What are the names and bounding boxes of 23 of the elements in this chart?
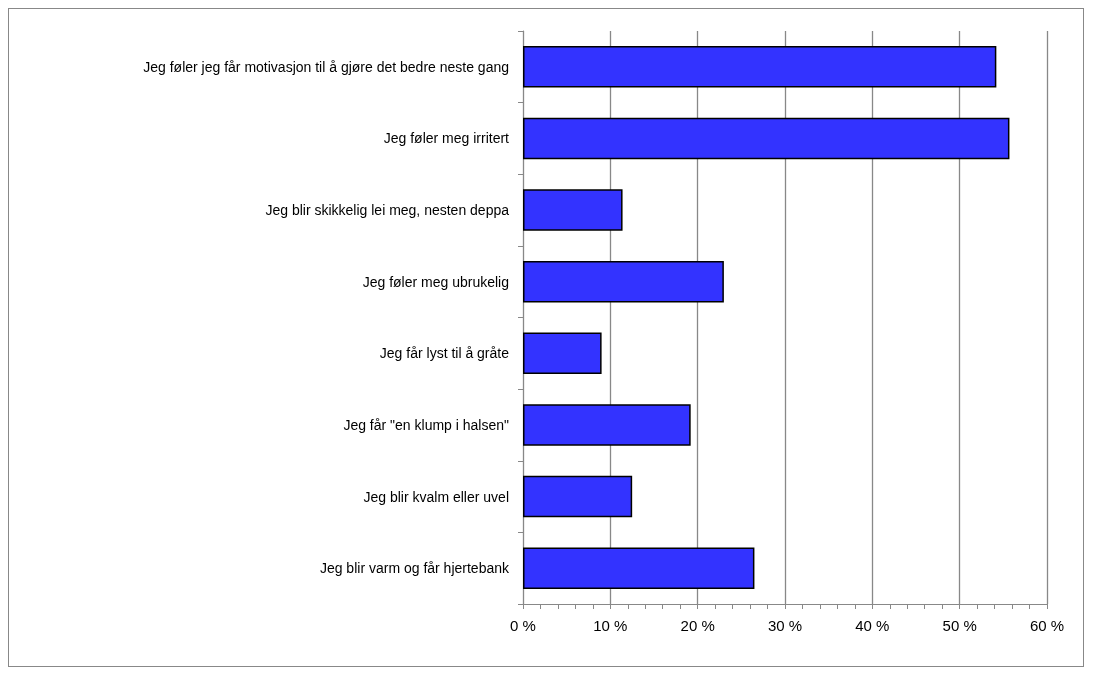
- bar: [523, 475, 633, 518]
- bar: [523, 404, 691, 446]
- x-tick-label: 10 %: [593, 617, 628, 634]
- bar: [523, 46, 997, 88]
- bar: [523, 117, 1010, 160]
- bar: [523, 189, 623, 231]
- y-tick-label: Jeg føler meg ubrukelig: [362, 273, 509, 290]
- y-tick-label: Jeg blir varm og får hjertebank: [319, 560, 510, 577]
- bar: [523, 260, 724, 303]
- y-tick-label: Jeg føler jeg får motivasjon til å gjøre det bedre neste gang: [143, 58, 509, 75]
- x-tick-label: 20 %: [680, 617, 715, 634]
- y-tick-label: Jeg får lyst til å gråte: [379, 345, 510, 362]
- bar: [523, 332, 602, 375]
- x-tick-label: 0 %: [510, 617, 536, 634]
- y-tick-label: Jeg blir kvalm eller uvel: [363, 488, 509, 505]
- x-tick-label: 40 %: [855, 617, 890, 634]
- y-tick-label: Jeg blir skikkelig lei meg, nesten deppa: [265, 202, 510, 219]
- x-tick-label: 30 %: [767, 617, 803, 634]
- x-tick-label: 60 %: [1029, 617, 1065, 634]
- bar: [523, 547, 755, 589]
- y-tick-label: Jeg føler meg irritert: [383, 130, 510, 147]
- x-tick-label: 50 %: [942, 617, 977, 634]
- y-tick-label: Jeg får "en klump i halsen": [343, 416, 510, 433]
